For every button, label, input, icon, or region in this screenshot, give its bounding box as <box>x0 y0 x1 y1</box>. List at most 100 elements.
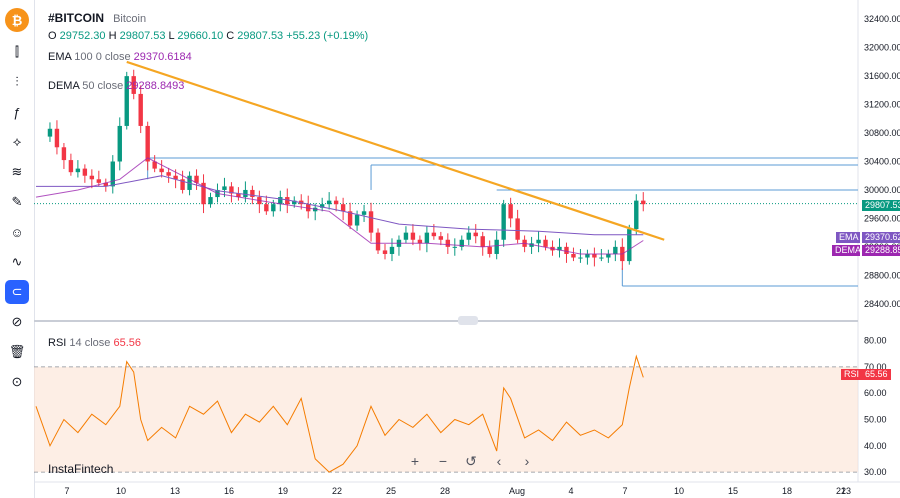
price-tick-label: 31600.00 <box>864 71 900 81</box>
scroll-right-button[interactable]: › <box>524 453 530 469</box>
candle-body <box>180 179 185 190</box>
dema-line <box>35 157 644 255</box>
time-tick-label: 22 <box>332 486 342 496</box>
rsi-tick-label: 50.00 <box>864 414 887 424</box>
high-label: H <box>108 30 117 42</box>
open-value: 29752.30 <box>59 30 106 42</box>
time-tick-label: 21 <box>836 486 846 496</box>
rsi-value-badge: 65.56 <box>862 369 891 380</box>
candle-body <box>285 197 290 205</box>
time-tick-label: 7 <box>64 486 69 496</box>
candle-body <box>375 232 381 251</box>
emoji-icon[interactable]: ☺ <box>10 224 24 240</box>
price-tick-label: 30800.00 <box>864 128 900 138</box>
candle-body <box>131 76 136 94</box>
time-tick-label: 10 <box>116 486 126 496</box>
price-tick-label: 28800.00 <box>864 270 900 280</box>
scroll-left-button[interactable]: ‹ <box>496 453 502 469</box>
candle-body <box>319 204 325 208</box>
eye-off-icon[interactable]: ⊘ <box>11 314 23 329</box>
rsi-legend[interactable]: RSI 14 close 65.56 <box>48 337 141 349</box>
dema-value: 29288.8493 <box>126 80 185 92</box>
time-tick-label: 15 <box>728 486 738 496</box>
candle-body <box>515 218 520 240</box>
camera-icon[interactable]: ⊙ <box>11 374 23 389</box>
time-tick-label: 28 <box>440 486 450 496</box>
candle-body <box>110 161 115 187</box>
candle-body <box>96 179 102 183</box>
ema-legend[interactable]: EMA 100 0 close 29370.6184 <box>48 51 192 63</box>
symbol-legend: #BITCOIN Bitcoin <box>48 11 146 25</box>
candle-body <box>438 236 444 240</box>
trend-tools-icon[interactable]: ≋ <box>11 164 23 179</box>
pane-resize-handle <box>458 316 478 325</box>
candle-body <box>82 168 88 176</box>
candle-body <box>410 232 416 240</box>
rsi-tick-label: 30.00 <box>864 467 887 477</box>
dema-legend[interactable]: DEMA 50 close 29288.8493 <box>48 80 184 92</box>
candle-body <box>424 232 430 244</box>
time-tick-label: Aug <box>509 486 525 496</box>
trash-icon[interactable]: 🗑 <box>8 344 26 359</box>
dema-value-badge: 29288.85 <box>862 245 900 256</box>
candle-body <box>68 160 74 173</box>
candle-body <box>278 197 283 205</box>
price-tick-label: 28400.00 <box>864 299 900 309</box>
zoom-out-button[interactable]: − <box>438 453 448 469</box>
brush-icon[interactable]: ✎ <box>11 194 23 209</box>
candle-body <box>431 232 437 237</box>
high-value: 29807.53 <box>119 30 166 42</box>
candle-body <box>459 239 464 247</box>
candle-body <box>173 175 178 180</box>
reset-button[interactable]: ↺ <box>465 453 477 469</box>
bitcoin-logo-icon[interactable]: ₿ <box>5 8 29 32</box>
ema-label: EMA <box>48 51 72 63</box>
candle-body <box>354 214 360 226</box>
candle-body <box>264 204 269 212</box>
trendline <box>126 60 665 241</box>
low-label: L <box>168 30 175 42</box>
patterns-icon[interactable]: ∿ <box>11 254 23 269</box>
price-badge: 29807.53 <box>862 200 900 211</box>
candle-body <box>138 93 143 126</box>
rsi-params: 14 close <box>69 337 111 349</box>
candle-body <box>445 239 451 247</box>
change-value: +55.23 (+0.19%) <box>286 30 369 42</box>
candle-body <box>480 236 485 247</box>
candle-body <box>571 253 576 258</box>
candle-body <box>543 239 548 247</box>
ohlc-legend: O 29752.30 H 29807.53 L 29660.10 C 29807… <box>48 30 368 42</box>
candle-body <box>166 172 171 176</box>
candle-body <box>340 204 346 212</box>
candle-body <box>585 253 590 258</box>
candle-body <box>326 200 332 205</box>
fx-icon[interactable]: ƒ <box>13 104 21 120</box>
time-tick-label: 23 <box>841 486 851 496</box>
time-tick-label: 19 <box>278 486 288 496</box>
candle-body <box>271 204 276 212</box>
candle-body <box>208 197 213 205</box>
candle-body <box>250 189 255 198</box>
dema-params: 50 close <box>82 80 124 92</box>
rsi-value: 65.56 <box>113 337 141 349</box>
magnet-icon[interactable]: ⊂ <box>5 280 29 304</box>
price-tick-label: 32000.00 <box>864 43 900 53</box>
time-tick-label: 18 <box>782 486 792 496</box>
ema-value: 29370.6184 <box>133 51 192 63</box>
dema-tag-badge: DEMA <box>832 245 861 256</box>
candles-icon[interactable]: ⫿ <box>14 44 20 59</box>
candle-body <box>222 186 227 190</box>
rsi-tick-label: 70.00 <box>864 362 887 372</box>
node-icon[interactable]: ⟡ <box>12 134 22 149</box>
price-tick-label: 30000.00 <box>864 185 900 195</box>
candle-body <box>54 128 60 148</box>
rsi-tick-label: 40.00 <box>864 441 887 451</box>
candle-body <box>508 204 513 219</box>
price-tick-label: 30400.00 <box>864 157 900 167</box>
candle-body <box>473 232 478 237</box>
candle-body <box>389 246 395 254</box>
indicators-icon[interactable]: ⫶ <box>15 74 19 89</box>
candle-body <box>159 168 164 173</box>
zoom-in-button[interactable]: + <box>410 453 420 469</box>
